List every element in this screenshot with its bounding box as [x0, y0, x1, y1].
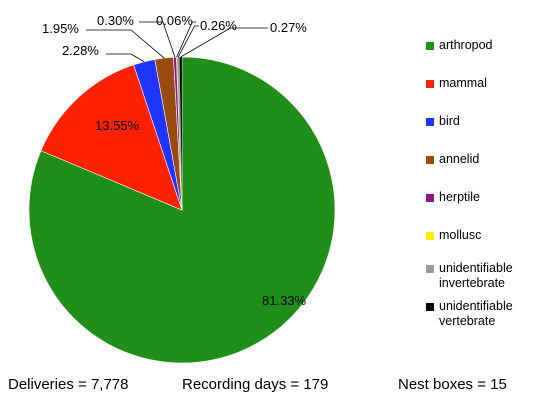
summary-footer: Deliveries = 7,778 Recording days = 179 … — [0, 376, 541, 398]
data-label-herptile: 0.30% — [97, 13, 134, 28]
data-label-mollusc: 0.06% — [156, 13, 193, 28]
legend-swatch-mollusc — [426, 232, 434, 240]
legend-label-mollusc: mollusc — [439, 228, 482, 242]
legend-swatch-annelid — [426, 156, 434, 164]
legend-swatch-unidentifiable-invertebrate — [426, 265, 434, 273]
legend-swatch-mammal — [426, 80, 434, 88]
pie-slice-arthropod — [28, 56, 336, 364]
legend-item-herptile: herptile — [426, 190, 538, 228]
data-label-unidentifiable-invertebrate: 0.26% — [200, 18, 237, 33]
leader-line-annelid — [86, 29, 165, 59]
deliveries-count: Deliveries = 7,778 — [8, 376, 129, 393]
legend-label-arthropod: arthropod — [439, 38, 493, 52]
leader-line-unidentifiable-vertebrate — [180, 27, 268, 58]
legend-label-unidentifiable-vertebrate: unidentifiable vertebrate — [439, 299, 513, 328]
data-label-mammal: 13.55% — [95, 118, 140, 133]
legend-label-mammal: mammal — [439, 76, 487, 90]
legend-label-unidentifiable-invertebrate: unidentifiable invertebrate — [439, 261, 513, 290]
legend-item-arthropod: arthropod — [426, 38, 538, 76]
legend-item-annelid: annelid — [426, 152, 538, 190]
recording-days-count: Recording days = 179 — [182, 376, 329, 393]
legend-item-mammal: mammal — [426, 76, 538, 114]
data-label-unidentifiable-vertebrate: 0.27% — [270, 20, 307, 35]
legend-swatch-bird — [426, 118, 434, 126]
leader-line-unidentifiable-invertebrate — [177, 25, 199, 58]
legend-item-bird: bird — [426, 114, 538, 152]
legend-swatch-unidentifiable-vertebrate — [426, 303, 434, 311]
legend-item-unidentifiable-vertebrate: unidentifiable vertebrate — [426, 299, 538, 337]
chart-legend: arthropod mammal bird annelid herptile m… — [426, 38, 538, 337]
nest-boxes-count: Nest boxes = 15 — [398, 376, 507, 393]
legend-item-mollusc: mollusc — [426, 228, 538, 261]
legend-item-unidentifiable-invertebrate: unidentifiable invertebrate — [426, 261, 538, 299]
legend-swatch-herptile — [426, 194, 434, 202]
data-label-bird: 2.28% — [62, 43, 99, 58]
data-label-arthropod: 81.33% — [262, 293, 307, 308]
legend-label-bird: bird — [439, 114, 460, 128]
pie-slice-mammal — [40, 64, 183, 211]
legend-swatch-arthropod — [426, 42, 434, 50]
data-label-annelid: 1.95% — [42, 21, 79, 36]
legend-label-herptile: herptile — [439, 190, 480, 204]
leader-line-mollusc — [176, 21, 196, 58]
leader-line-bird — [106, 53, 145, 63]
legend-label-annelid: annelid — [439, 152, 480, 166]
leader-line-herptile — [139, 21, 176, 58]
